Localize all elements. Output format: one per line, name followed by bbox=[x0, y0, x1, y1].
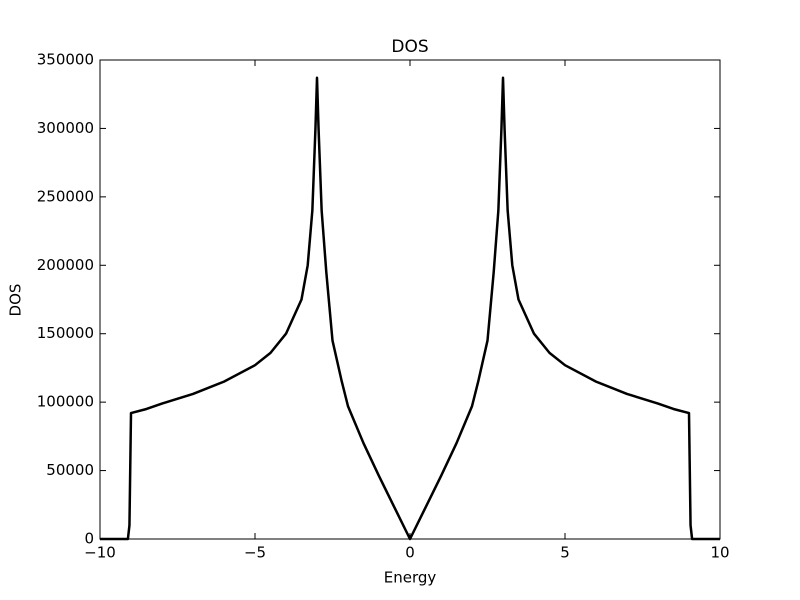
y-tick-label: 200000 bbox=[37, 256, 94, 274]
x-tick-label: 10 bbox=[710, 544, 729, 562]
y-tick-label: 100000 bbox=[37, 393, 94, 411]
y-tick-label: 150000 bbox=[37, 324, 94, 342]
x-tick-label: −5 bbox=[244, 544, 266, 562]
x-tick-label: −10 bbox=[84, 544, 116, 562]
x-tick-label: 5 bbox=[560, 544, 570, 562]
y-tick-label: 50000 bbox=[46, 461, 94, 479]
plot-frame bbox=[99, 59, 721, 540]
chart-title: DOS bbox=[391, 37, 428, 57]
y-tick-label: 250000 bbox=[37, 187, 94, 205]
y-tick-label: 0 bbox=[84, 530, 94, 548]
x-axis-label: Energy bbox=[384, 569, 437, 587]
x-tick-label: 0 bbox=[405, 544, 415, 562]
y-tick-label: 300000 bbox=[37, 119, 94, 137]
y-tick-label: 350000 bbox=[37, 51, 94, 69]
y-axis-label: DOS bbox=[7, 284, 25, 317]
